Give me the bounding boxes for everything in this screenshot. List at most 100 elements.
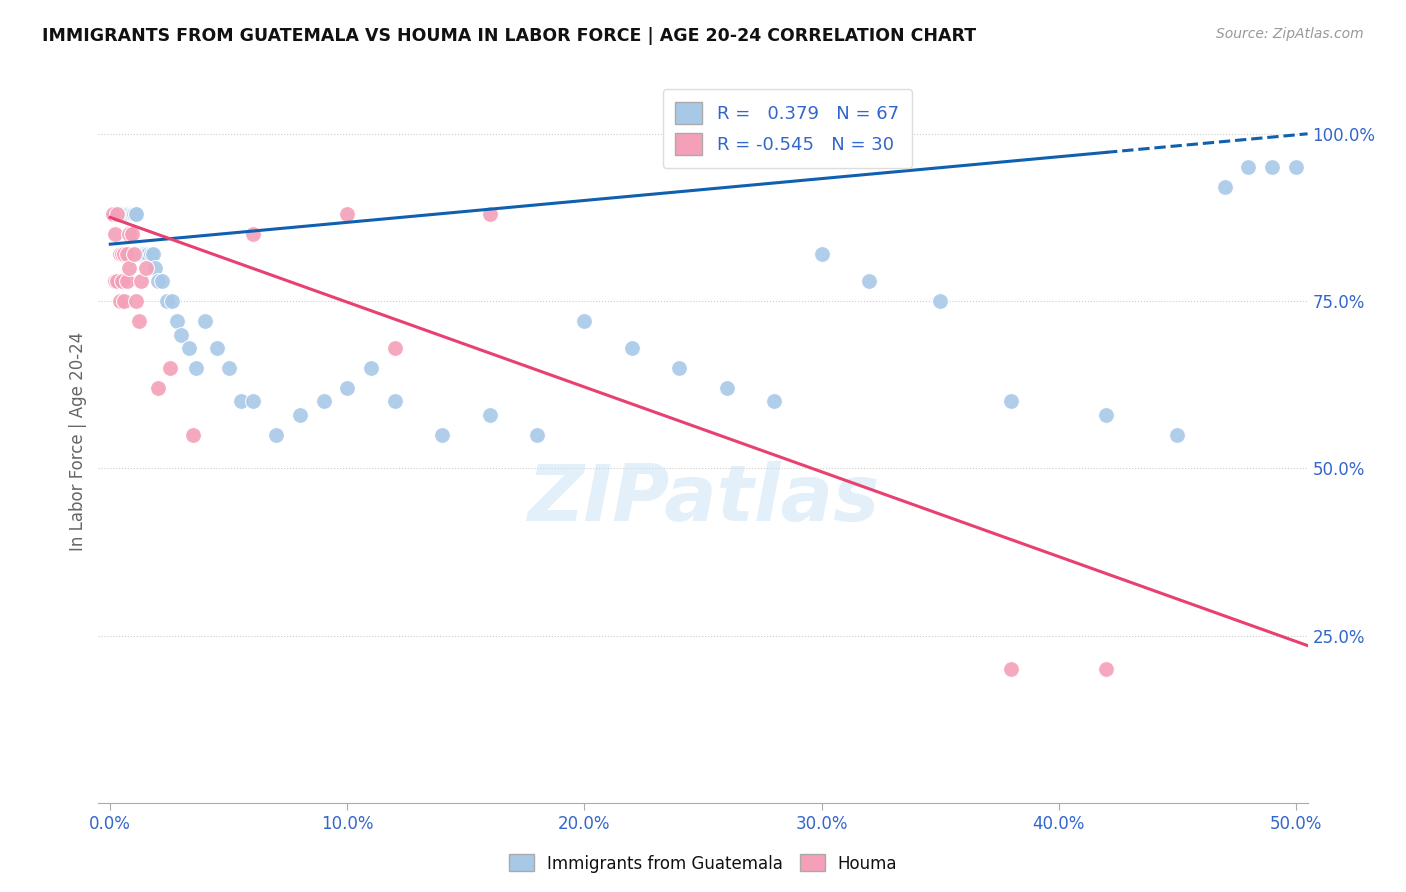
Point xyxy=(1261,161,1284,175)
Point xyxy=(668,361,690,376)
Point xyxy=(620,341,643,355)
Point xyxy=(810,247,832,261)
Point xyxy=(105,207,128,221)
Point xyxy=(115,207,138,221)
Point xyxy=(115,247,138,261)
Point xyxy=(574,314,596,328)
Point xyxy=(118,260,141,275)
Point xyxy=(104,227,127,242)
Point xyxy=(288,408,311,422)
Point xyxy=(181,427,204,442)
Text: ZIPatlas: ZIPatlas xyxy=(527,461,879,537)
Legend: Immigrants from Guatemala, Houma: Immigrants from Guatemala, Houma xyxy=(502,847,904,880)
Point xyxy=(101,207,124,221)
Point xyxy=(218,361,240,376)
Point xyxy=(1095,408,1118,422)
Point xyxy=(146,381,169,395)
Point xyxy=(105,207,128,221)
Point xyxy=(105,207,128,221)
Point xyxy=(114,207,136,221)
Point xyxy=(108,207,131,221)
Point xyxy=(118,207,141,221)
Point xyxy=(128,247,150,261)
Point xyxy=(114,294,136,309)
Point xyxy=(101,207,124,221)
Point xyxy=(1095,662,1118,676)
Point xyxy=(129,247,152,261)
Point xyxy=(125,207,148,221)
Point xyxy=(312,394,335,409)
Y-axis label: In Labor Force | Age 20-24: In Labor Force | Age 20-24 xyxy=(69,332,87,551)
Point xyxy=(122,207,145,221)
Point xyxy=(1285,161,1308,175)
Point xyxy=(1213,180,1236,194)
Point xyxy=(128,314,150,328)
Point xyxy=(108,207,131,221)
Point xyxy=(929,294,952,309)
Point xyxy=(336,381,359,395)
Point xyxy=(108,247,131,261)
Point xyxy=(1000,662,1022,676)
Point xyxy=(1166,427,1188,442)
Point xyxy=(166,314,188,328)
Point xyxy=(858,274,880,288)
Point xyxy=(125,294,148,309)
Point xyxy=(122,207,145,221)
Point xyxy=(194,314,217,328)
Point xyxy=(156,294,179,309)
Point xyxy=(111,247,134,261)
Point xyxy=(716,381,738,395)
Point xyxy=(526,427,548,442)
Point xyxy=(384,341,406,355)
Point xyxy=(135,260,157,275)
Point xyxy=(143,260,166,275)
Point xyxy=(763,394,786,409)
Point xyxy=(478,207,501,221)
Point xyxy=(129,274,152,288)
Point xyxy=(108,294,131,309)
Point xyxy=(478,408,501,422)
Point xyxy=(1000,394,1022,409)
Point xyxy=(122,247,145,261)
Point xyxy=(118,227,141,242)
Point xyxy=(170,327,193,342)
Point xyxy=(135,247,157,261)
Point xyxy=(121,227,143,242)
Point xyxy=(105,274,128,288)
Point xyxy=(118,207,141,221)
Point xyxy=(111,207,134,221)
Point xyxy=(136,247,159,261)
Point xyxy=(104,274,127,288)
Point xyxy=(360,361,382,376)
Point xyxy=(159,361,181,376)
Point xyxy=(114,247,136,261)
Point xyxy=(132,247,155,261)
Point xyxy=(242,227,264,242)
Point xyxy=(432,427,454,442)
Point xyxy=(121,207,143,221)
Legend: R =   0.379   N = 67, R = -0.545   N = 30: R = 0.379 N = 67, R = -0.545 N = 30 xyxy=(662,89,911,168)
Point xyxy=(146,274,169,288)
Point xyxy=(384,394,406,409)
Point xyxy=(205,341,228,355)
Point xyxy=(242,394,264,409)
Point xyxy=(114,207,136,221)
Point xyxy=(142,247,165,261)
Point xyxy=(111,274,134,288)
Point xyxy=(104,207,127,221)
Text: IMMIGRANTS FROM GUATEMALA VS HOUMA IN LABOR FORCE | AGE 20-24 CORRELATION CHART: IMMIGRANTS FROM GUATEMALA VS HOUMA IN LA… xyxy=(42,27,976,45)
Point xyxy=(184,361,207,376)
Point xyxy=(229,394,252,409)
Point xyxy=(115,274,138,288)
Point xyxy=(160,294,183,309)
Point xyxy=(336,207,359,221)
Point xyxy=(105,207,128,221)
Point xyxy=(111,207,134,221)
Point xyxy=(104,207,127,221)
Point xyxy=(177,341,200,355)
Point xyxy=(152,274,174,288)
Point xyxy=(139,247,162,261)
Point xyxy=(115,207,138,221)
Point xyxy=(1237,161,1260,175)
Text: Source: ZipAtlas.com: Source: ZipAtlas.com xyxy=(1216,27,1364,41)
